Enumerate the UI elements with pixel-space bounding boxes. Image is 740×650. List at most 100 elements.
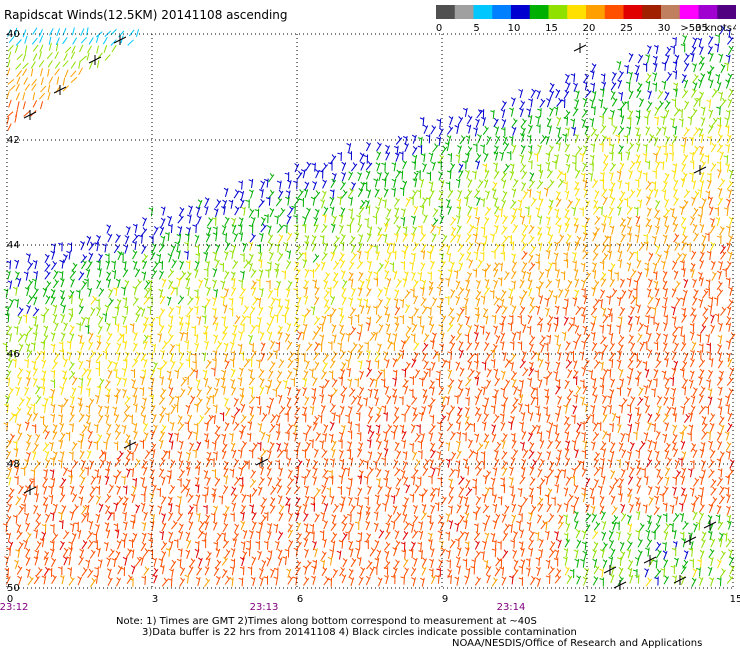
wind-barb [574,242,580,251]
wind-barb-flag [603,162,608,166]
wind-barb-flag [300,331,305,334]
wind-barb-flag [566,397,571,401]
wind-barb [250,189,254,199]
wind-barb [333,236,340,245]
wind-barb [681,178,686,188]
wind-barb [501,322,504,332]
wind-barb [619,163,625,172]
wind-barb [447,324,454,332]
wind-barb-flag [116,376,121,380]
wind-barb-flag [617,350,622,354]
wind-barb-flag [287,340,292,345]
wind-barb-flag [168,386,173,391]
wind-barb-flag [689,172,694,175]
wind-barb [449,170,452,180]
wind-barb-flag [335,414,340,417]
wind-barb [240,316,247,325]
wind-barb [591,64,597,73]
wind-barb-flag [16,277,21,281]
wind-barb-flag [293,367,298,371]
wind-barb [420,315,422,325]
wind-barb [357,395,362,405]
wind-barb-flag [539,270,543,275]
wind-barb [602,196,608,206]
wind-barb [423,371,429,381]
wind-barb [98,385,102,395]
wind-barb [304,378,307,388]
wind-barb [383,378,386,388]
wind-barb-flag [480,198,485,201]
wind-barb [567,163,571,173]
wind-barb-flag [399,349,404,353]
wind-barb [414,178,418,188]
wind-barb-flag [724,125,729,128]
wind-barb-flag [366,232,371,237]
wind-barb [44,325,49,335]
wind-barb-flag [441,414,445,419]
wind-barb-flag [616,359,621,363]
wind-barb [529,188,532,198]
wind-barb-flag [577,305,581,310]
wind-barb [17,368,24,377]
wind-barb [501,306,508,315]
wind-barb-flag [535,116,540,119]
wind-barb-flag [572,376,577,379]
wind-barb-flag [304,181,309,185]
wind-barb-flag [323,162,327,167]
wind-barb-flag [527,279,532,283]
wind-barb-flag [367,161,372,165]
wind-barb [648,90,652,100]
wind-barb [242,243,247,252]
wind-barb-flag [269,189,274,194]
wind-barb [143,297,150,305]
wind-barb [393,187,396,197]
wind-barb [134,268,141,278]
wind-barb [618,344,624,353]
wind-barb [693,128,700,137]
wind-barb-flag [537,215,542,219]
wind-barb [527,271,532,281]
wind-barb [260,217,266,227]
wind-barb [186,322,190,332]
wind-barb [278,209,286,217]
wind-barb [457,244,464,253]
wind-barb [241,180,243,190]
wind-barb [116,306,120,316]
wind-barb [609,404,612,414]
wind-barb [474,341,480,351]
wind-barb [617,79,622,89]
wind-barb [278,305,284,314]
wind-barb [567,280,573,290]
wind-barb-flag [394,215,398,219]
wind-barb-flag [308,342,312,346]
wind-barb-flag [126,395,130,400]
wind-barb [593,91,597,101]
wind-barb-flag [407,325,411,330]
wind-barb-flag [535,405,540,409]
wind-barb-flag [616,325,621,328]
wind-barb-flag [603,252,607,257]
wind-barb-flag [534,370,539,373]
wind-barb [429,323,435,333]
wind-barb-flag [348,208,353,212]
wind-barb [133,286,138,296]
wind-barb-flag [96,260,101,263]
wind-barb [493,118,499,128]
wind-barb [511,305,517,315]
wind-barb [168,412,170,422]
wind-barb-flag [250,305,255,310]
wind-barb [691,152,694,162]
wind-barb [376,271,379,281]
wind-barb-flag [698,45,703,49]
wind-barb [494,206,500,215]
wind-barb-flag [572,340,577,344]
wind-barb [266,323,272,332]
wind-barb-flag [380,369,385,372]
wind-barb [68,372,76,380]
wind-barb [376,251,380,261]
wind-barb-flag [500,404,505,407]
wind-barb [252,297,259,306]
wind-barb [429,281,434,291]
wind-barb-flag [59,278,64,282]
wind-barb-flag [454,395,459,398]
